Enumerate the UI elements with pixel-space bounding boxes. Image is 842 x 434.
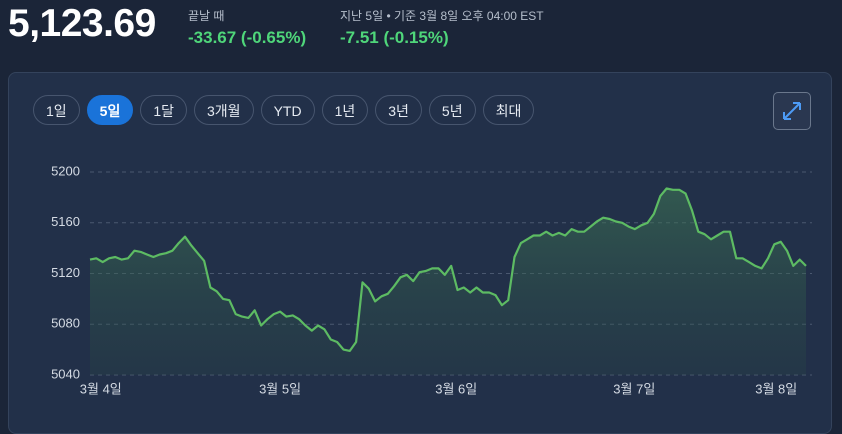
area-fill <box>90 188 806 375</box>
range-button[interactable]: 1일 <box>33 95 80 125</box>
x-tick-label: 3월 5일 <box>259 381 301 396</box>
expand-icon <box>783 102 801 120</box>
x-tick-label: 3월 8일 <box>755 381 797 396</box>
y-tick-label: 5120 <box>51 265 80 280</box>
expand-button[interactable] <box>773 92 811 130</box>
range-buttons: 1일 5일 1달 3개월 YTD 1년 3년 5년 최대 <box>33 95 535 125</box>
range-button[interactable]: 3개월 <box>194 95 254 125</box>
y-tick-label: 5160 <box>51 214 80 229</box>
range-button[interactable]: YTD <box>260 95 315 125</box>
close-label: 끝날 때 <box>188 9 225 23</box>
range-button[interactable]: 5일 <box>86 95 134 125</box>
page: 5,123.69 끝날 때 -33.67 (-0.65%) 지난 5일 • 기준… <box>8 2 832 434</box>
close-change: -33.67 (-0.65%) <box>188 28 307 47</box>
range-button[interactable]: 1달 <box>140 95 188 125</box>
x-tick-label: 3월 7일 <box>613 381 655 396</box>
range-button[interactable]: 3년 <box>375 95 422 125</box>
price-line <box>89 187 807 352</box>
price: 5,123.69 <box>8 2 156 45</box>
x-tick-label: 3월 6일 <box>435 381 477 396</box>
y-tick-label: 5040 <box>51 366 80 381</box>
chart: 5040 5080 5120 5160 5200 3월 4일 3월 5일 3월 6일 3월 7일… <box>51 163 812 396</box>
y-tick-label: 5200 <box>51 163 80 178</box>
range-button[interactable]: 5년 <box>428 95 476 125</box>
range-button[interactable]: 최대 <box>482 95 535 125</box>
period-label: 지난 5일 • 기준 3월 8일 오후 04:00 EST <box>340 9 544 23</box>
x-tick-label: 3월 4일 <box>80 381 122 396</box>
period-change: -7.51 (-0.15%) <box>340 28 449 47</box>
y-tick-label: 5080 <box>51 316 80 331</box>
range-button[interactable]: 1년 <box>321 95 369 125</box>
